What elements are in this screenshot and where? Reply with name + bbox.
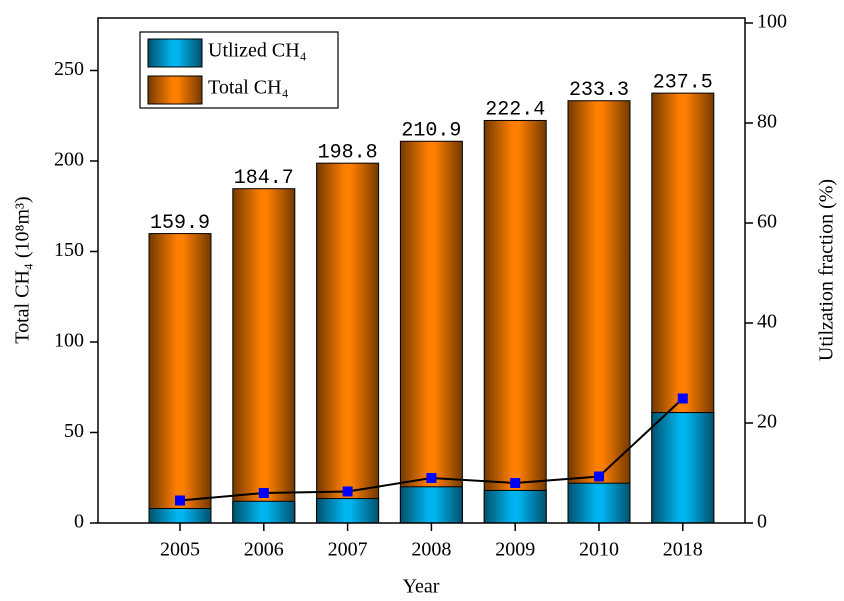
marker — [342, 486, 353, 497]
marker — [258, 488, 269, 498]
y2-tick-label: 40 — [757, 311, 777, 333]
x-axis-label: Year — [403, 576, 440, 598]
bar-shade — [484, 120, 547, 523]
y2-tick-label: 100 — [757, 11, 787, 33]
y2-tick-label: 60 — [757, 211, 777, 233]
x-tick-label: 2018 — [663, 539, 703, 561]
value-label: 159.9 — [150, 212, 210, 235]
y2-tick-label: 80 — [757, 111, 777, 133]
value-label: 233.3 — [569, 79, 629, 102]
x-tick-label: 2009 — [495, 539, 535, 561]
bar-shade — [400, 486, 463, 523]
y-tick-label: 50 — [64, 420, 84, 442]
value-label: 184.7 — [234, 167, 294, 190]
legend-swatch-shade — [148, 76, 202, 104]
bar-shade — [149, 508, 211, 523]
plot-frame — [97, 17, 746, 524]
bar-shade — [149, 233, 211, 524]
y-tick-label: 100 — [54, 330, 84, 352]
bar-shade — [484, 490, 547, 523]
value-label: 222.4 — [485, 99, 545, 122]
x-tick-label: 2008 — [411, 539, 451, 561]
bar-shade — [651, 412, 714, 523]
x-tick-label: 2006 — [244, 539, 284, 561]
marker — [594, 471, 604, 482]
y2-tick-label: 0 — [757, 511, 767, 533]
y2-axis-label: Utilzation fraction (%) — [816, 179, 838, 361]
legend-label: Total CH₄ — [208, 77, 289, 99]
marker — [677, 393, 688, 404]
bar-shade — [232, 501, 295, 523]
y-axis-label: Total CH₄ (10⁸m³) — [12, 196, 34, 343]
bar-shade — [568, 483, 630, 523]
value-label: 237.5 — [653, 71, 713, 94]
bar-shade — [316, 163, 379, 524]
y2-tick-label: 20 — [757, 411, 777, 433]
value-label: 210.9 — [401, 120, 461, 143]
bar-shade — [316, 498, 379, 523]
y-tick-label: 150 — [54, 239, 84, 261]
value-label: 198.8 — [318, 141, 378, 164]
bar-shade — [568, 100, 630, 524]
x-tick-label: 2005 — [160, 539, 200, 561]
legend-label: Utlized CH₄ — [208, 40, 307, 62]
x-tick-label: 2010 — [579, 539, 619, 561]
bar-shade — [232, 188, 295, 523]
y-tick-label: 250 — [54, 58, 84, 80]
legend-swatch-shade — [148, 39, 202, 67]
marker — [175, 495, 185, 506]
marker — [510, 478, 521, 488]
y-tick-label: 0 — [74, 511, 84, 533]
x-tick-label: 2007 — [328, 539, 368, 561]
bar-shade — [400, 141, 463, 524]
marker — [426, 473, 437, 483]
y-tick-label: 200 — [54, 149, 84, 171]
